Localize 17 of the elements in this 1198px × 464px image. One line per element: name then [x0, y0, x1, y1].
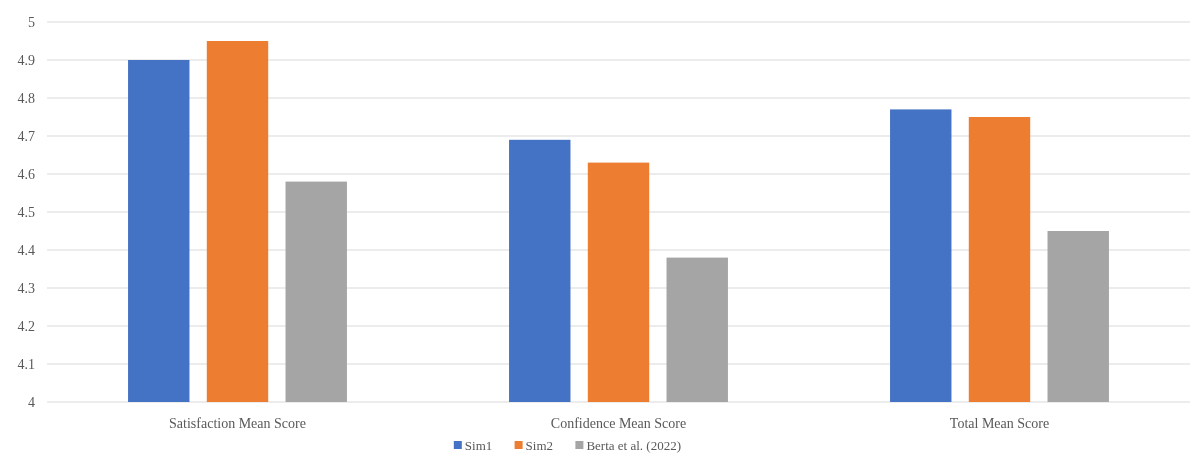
y-tick-label: 4.5 [17, 204, 35, 220]
y-tick-label: 4.3 [17, 280, 35, 296]
y-tick-label: 4.4 [17, 242, 35, 258]
y-tick-label: 4.2 [17, 318, 35, 334]
y-tick-label: 4.7 [17, 128, 35, 144]
y-tick-label: 4.1 [17, 356, 35, 372]
y-tick-label: 4 [28, 394, 35, 410]
legend-label: Sim1 [464, 438, 493, 453]
y-tick-label: 5 [28, 14, 35, 30]
legend-label: Berta et al. (2022) [586, 438, 681, 453]
x-tick-label: Total Mean Score [949, 416, 1050, 431]
y-tick-label: 4.9 [17, 52, 35, 68]
y-tick-label: 4.6 [17, 166, 35, 182]
x-tick-label: Satisfaction Mean Score [169, 416, 306, 431]
legend-label: Sim2 [525, 438, 554, 453]
y-tick-label: 4.8 [17, 90, 35, 106]
x-tick-label: Confidence Mean Score [550, 416, 687, 431]
